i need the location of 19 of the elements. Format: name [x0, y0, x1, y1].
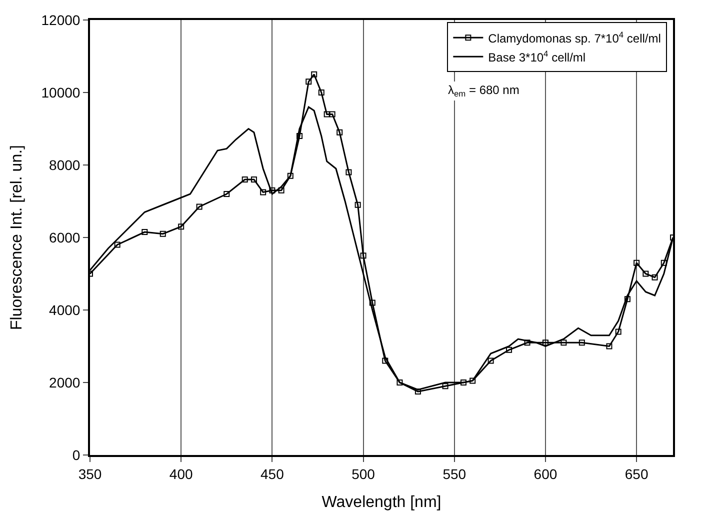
y-tick-label: 4000: [49, 302, 80, 318]
x-tick-label: 600: [534, 466, 558, 482]
y-tick-label: 10000: [41, 84, 80, 100]
x-tick-label: 650: [624, 466, 648, 482]
y-axis-title: Fluorescence Int. [rel. un.]: [8, 145, 26, 330]
y-tick-label: 12000: [41, 12, 80, 28]
legend-label: Clamydomonas sp. 7*10$^{4}$ cell/ml: [488, 29, 661, 46]
y-tick-label: 6000: [49, 229, 80, 246]
annotation: λ$_{em}$ = 680 nm: [448, 83, 520, 99]
legend-label: Base 3*10$^{4}$ cell/ml: [488, 48, 586, 64]
x-tick-label: 500: [352, 466, 376, 482]
x-tick-label: 450: [260, 466, 284, 482]
y-tick-label: 0: [72, 446, 80, 463]
y-tick-label: 8000: [49, 156, 80, 173]
x-axis-title: Wavelength [nm]: [322, 494, 442, 511]
y-tick-label: 2000: [49, 374, 80, 390]
x-tick-label: 550: [442, 466, 466, 482]
x-tick-label: 400: [169, 466, 193, 482]
x-tick-label: 350: [78, 466, 102, 482]
